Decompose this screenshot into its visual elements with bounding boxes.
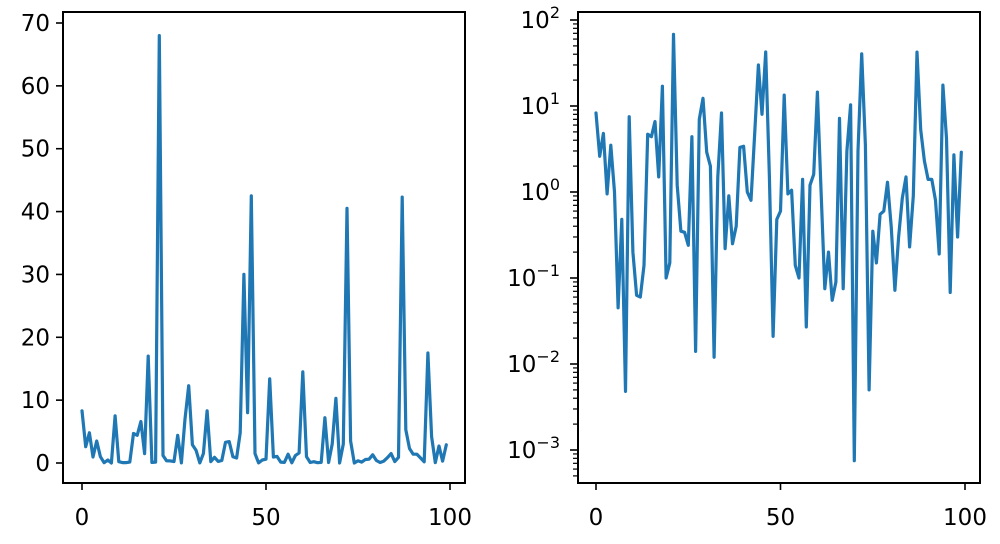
log-plot-frame: [577, 11, 981, 484]
y-tick-label: 101: [521, 89, 560, 120]
x-tick-label: 100: [943, 505, 987, 531]
x-tick-label: 50: [766, 505, 795, 531]
x-tick-label: 100: [428, 505, 472, 531]
y-tick-label: 10−2: [507, 347, 560, 378]
y-tick-label: 70: [21, 11, 50, 37]
x-tick-label: 0: [589, 505, 604, 531]
x-tick-label: 0: [75, 505, 90, 531]
linear-y-axis: 0 10 20 30 40 50 60 70: [21, 11, 63, 477]
y-tick-label: 20: [21, 325, 50, 351]
y-tick-label: 10: [21, 388, 50, 414]
y-tick-label: 0: [35, 451, 50, 477]
linear-data-line: [80, 34, 448, 465]
log-data-line: [594, 32, 963, 463]
x-tick-label: 50: [251, 505, 280, 531]
y-tick-label: 10−1: [507, 261, 560, 292]
log-x-axis: 0 50 100: [589, 483, 987, 531]
linear-plot-frame: [62, 11, 466, 484]
y-tick-label: 100: [521, 175, 560, 206]
linear-x-axis: 0 50 100: [75, 483, 472, 531]
y-tick-label: 60: [21, 74, 50, 100]
y-tick-label: 10−3: [507, 433, 560, 464]
log-plot: 10−3 10−2 10−1 100 101 102 0 50 100: [507, 3, 987, 531]
log-y-axis: 10−3 10−2 10−1 100 101 102: [507, 3, 578, 464]
log-y-minor-ticks: [573, 23, 578, 477]
y-tick-label: 40: [21, 200, 50, 226]
linear-plot: 0 10 20 30 40 50 60 70 0 50 100: [21, 11, 472, 531]
y-tick-label: 50: [21, 137, 50, 163]
y-tick-label: 30: [21, 262, 50, 288]
y-tick-label: 102: [521, 3, 560, 34]
